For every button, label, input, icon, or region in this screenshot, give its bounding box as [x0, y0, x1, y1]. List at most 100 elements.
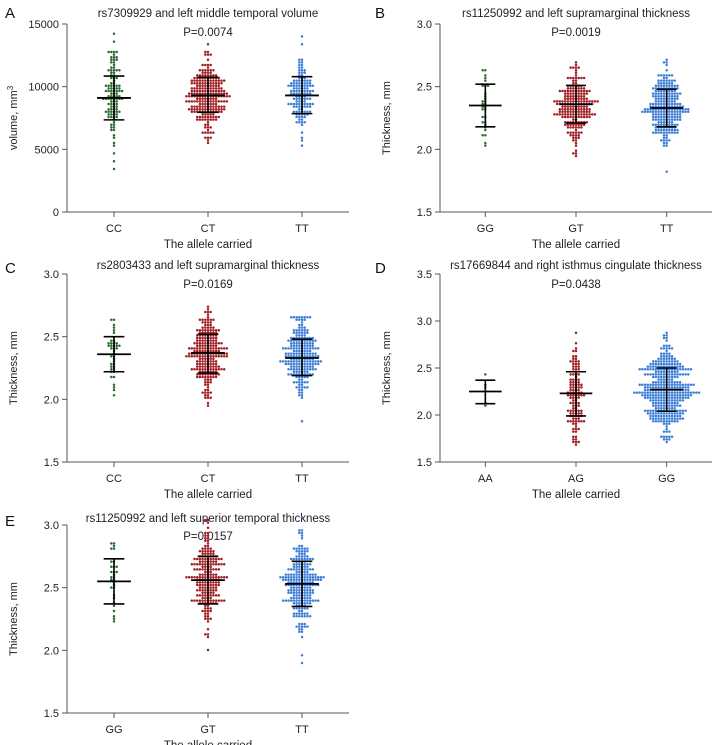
data-point: [577, 92, 580, 95]
data-point: [195, 115, 199, 119]
data-point: [110, 362, 113, 366]
data-point: [676, 399, 679, 402]
data-point: [681, 110, 685, 114]
data-point: [665, 412, 668, 415]
y-tick-label: 2.0: [417, 144, 432, 156]
data-point: [676, 97, 679, 101]
data-point: [300, 71, 304, 75]
data-point: [300, 534, 304, 537]
data-point: [668, 97, 671, 101]
data-point: [676, 365, 679, 368]
data-point: [217, 575, 221, 579]
data-point: [110, 347, 113, 350]
data-point: [673, 375, 677, 379]
data-point: [198, 89, 202, 93]
data-point: [206, 388, 210, 392]
data-point: [651, 362, 655, 366]
data-point: [214, 583, 218, 587]
data-point: [112, 620, 116, 623]
data-point: [303, 552, 306, 556]
data-point: [298, 107, 301, 111]
data-point: [204, 583, 207, 587]
data-point: [311, 573, 315, 576]
data-point: [195, 339, 199, 342]
data-point: [673, 84, 677, 88]
data-point: [300, 516, 304, 519]
data-point: [684, 386, 687, 389]
data-point: [643, 386, 647, 389]
data-point: [287, 102, 290, 106]
data-point: [195, 594, 199, 597]
data-point: [110, 123, 113, 127]
data-point: [198, 341, 202, 345]
x-tick-label: GT: [200, 724, 216, 736]
data-point: [651, 365, 655, 368]
data-point: [654, 393, 658, 397]
data-point: [209, 97, 212, 101]
data-point: [284, 354, 288, 358]
data-point: [303, 97, 306, 101]
data-point: [295, 110, 298, 114]
data-point: [660, 354, 663, 358]
data-point: [292, 84, 296, 88]
data-point: [300, 68, 304, 72]
data-point: [287, 354, 290, 358]
data-point: [673, 118, 677, 121]
data-point: [566, 76, 570, 80]
data-point: [572, 427, 575, 431]
data-point: [214, 328, 218, 332]
data-point: [657, 373, 660, 376]
data-point: [206, 141, 210, 145]
data-point: [201, 79, 204, 82]
data-point: [662, 352, 666, 355]
data-point: [201, 586, 204, 589]
data-point: [204, 362, 207, 366]
data-point: [678, 365, 682, 368]
data-point: [572, 110, 575, 114]
data-point: [673, 128, 677, 132]
data-point: [306, 105, 309, 108]
data-point: [195, 583, 199, 587]
data-point: [222, 562, 226, 566]
data-point: [204, 97, 207, 101]
data-point: [206, 50, 210, 54]
data-point: [281, 347, 285, 350]
data-point: [660, 74, 663, 77]
data-point: [201, 341, 204, 345]
data-point: [298, 594, 301, 597]
data-point: [654, 386, 658, 389]
data-point: [657, 115, 660, 119]
data-point: [569, 133, 572, 137]
data-point: [209, 581, 212, 584]
data-point: [673, 406, 677, 410]
y-tick-label: 2.0: [44, 645, 59, 657]
data-point: [585, 92, 589, 95]
data-point: [577, 115, 580, 119]
data-point: [298, 375, 301, 379]
data-point: [654, 131, 658, 134]
data-point: [298, 612, 301, 615]
data-point: [574, 443, 578, 446]
data-point: [206, 396, 210, 400]
data-point: [300, 607, 304, 610]
data-point: [112, 375, 116, 379]
data-point: [657, 92, 660, 95]
data-point: [289, 92, 293, 95]
data-point: [212, 362, 215, 366]
data-point: [292, 362, 296, 366]
data-point: [580, 100, 583, 103]
data-point: [112, 61, 116, 64]
data-point: [651, 399, 655, 402]
data-point: [574, 63, 578, 67]
data-point: [303, 549, 306, 553]
data-point: [220, 575, 223, 579]
data-point: [646, 367, 650, 371]
data-point: [303, 84, 306, 88]
data-point: [563, 105, 567, 108]
data-point: [300, 42, 304, 46]
data-point: [204, 518, 207, 522]
data-point: [201, 63, 204, 67]
data-point: [204, 79, 207, 82]
data-point: [308, 578, 312, 582]
